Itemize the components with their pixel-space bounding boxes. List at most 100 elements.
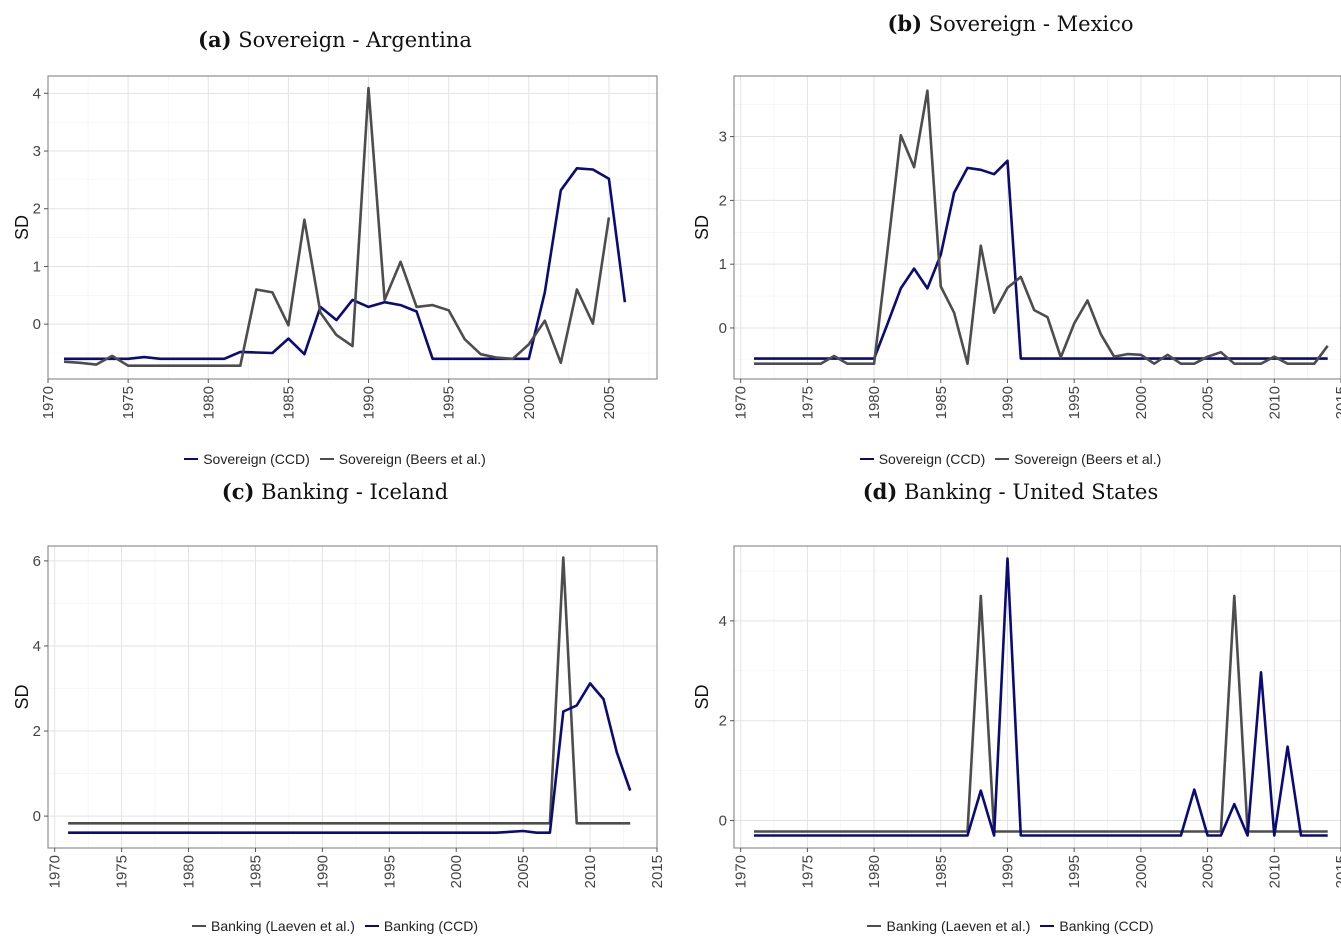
legend-item-ccd: Banking (CCD) (364, 918, 478, 934)
panel-title: (d) Banking - United States (680, 479, 1341, 504)
x-tick-label: 1975 (799, 386, 816, 419)
y-axis-title: SD (692, 684, 712, 709)
series-line-banking-ccd (68, 682, 632, 835)
x-tick-label: 2010 (1266, 855, 1283, 888)
legend-label: Banking (CCD) (383, 918, 478, 934)
legend-item-ccd: Sovereign (CCD) (184, 451, 310, 467)
x-tick-label: 1975 (799, 855, 816, 888)
line-chart-united-states: 0 2 4 1970 1975 1980 1985 1990 1995 2000 2005 2010 2… (692, 545, 1341, 888)
y-axis-title: SD (692, 215, 712, 240)
x-tick-label: 2000 (448, 855, 465, 888)
legend-swatch (1040, 925, 1055, 928)
y-tick-label: 2 (33, 723, 41, 740)
panel-title: (c) Banking - Iceland (0, 479, 670, 504)
x-tick-label: 1995 (1066, 386, 1083, 419)
x-tick-label: 1985 (933, 386, 950, 419)
legend-swatch (191, 925, 206, 928)
y-tick-label: 1 (719, 256, 727, 273)
panel-title: (a) Sovereign - Argentina (0, 27, 670, 52)
legend: Banking (Laeven et al.) Banking (CCD) (680, 918, 1341, 934)
x-tick-label: 2000 (1133, 855, 1150, 888)
legend-item-beers: Sovereign (Beers et al.) (319, 451, 486, 467)
y-tick-label: 0 (33, 808, 41, 825)
x-tick-label: 2015 (649, 855, 666, 888)
x-tick-label: 1990 (999, 855, 1016, 888)
x-tick-label: 1970 (40, 386, 57, 419)
x-tick-label: 2005 (1200, 855, 1217, 888)
y-tick-label: 4 (33, 638, 41, 655)
chart-panel-iceland: (c) Banking - Iceland 0 2 4 6 1970 1975 1980 19… (0, 468, 670, 936)
x-tick-label: 2015 (1333, 386, 1341, 419)
x-tick-label: 1985 (933, 855, 950, 888)
panel-label: (a) (198, 27, 232, 52)
y-tick-label: 4 (719, 613, 727, 630)
y-tick-label: 6 (33, 553, 41, 570)
y-tick-label: 3 (33, 143, 41, 160)
chart-panel-united-states: (d) Banking - United States 0 2 4 1970 1975 1… (680, 468, 1341, 936)
legend-item-ccd: Banking (CCD) (1040, 918, 1154, 934)
series-line-banking-laeven-et-al (754, 594, 1328, 833)
x-tick-label: 1985 (247, 855, 264, 888)
legend-swatch (364, 925, 379, 928)
line-chart-mexico: 0 1 2 3 1970 1975 1980 1985 1990 1995 2000 2005 2010… (692, 75, 1341, 419)
x-tick-label: 2005 (515, 855, 532, 888)
legend-label: Sovereign (Beers et al.) (338, 451, 486, 467)
grid (734, 546, 1341, 848)
series-line-sovereign-ccd (754, 159, 1328, 360)
x-tick-label: 2010 (1266, 386, 1283, 419)
chart-panel-mexico: (b) Sovereign - Mexico 0 1 2 3 1970 1975 1980 1… (680, 0, 1341, 468)
panel-title: (b) Sovereign - Mexico (680, 11, 1341, 36)
plot-border (733, 75, 1341, 380)
x-tick-label: 1990 (361, 386, 378, 419)
x-tick-label: 1985 (280, 386, 297, 419)
grid (734, 76, 1341, 379)
plot-border (47, 545, 658, 849)
legend-swatch (867, 925, 882, 928)
panel-label: (d) (862, 479, 898, 504)
legend-item-laeven: Banking (Laeven et al.) (867, 918, 1030, 934)
x-tick-label: 1980 (200, 386, 217, 419)
legend-label: Banking (Laeven et al.) (886, 918, 1031, 934)
y-tick-label: 0 (33, 316, 41, 333)
legend-swatch (859, 458, 874, 461)
panel-label: (c) (221, 479, 255, 504)
legend-label: Banking (CCD) (1059, 918, 1154, 934)
x-tick-label: 1980 (866, 855, 883, 888)
panel-title-text: Sovereign - Argentina (238, 28, 472, 52)
x-tick-label: 1990 (999, 386, 1016, 419)
y-tick-label: 3 (719, 129, 727, 146)
legend-label: Sovereign (Beers et al.) (1014, 451, 1162, 467)
y-tick-label: 2 (33, 201, 41, 218)
x-tick-label: 2010 (582, 855, 599, 888)
panel-label: (b) (887, 11, 923, 36)
x-tick-label: 1975 (120, 386, 137, 419)
series-line-sovereign-ccd (64, 167, 627, 361)
y-tick-label: 2 (719, 713, 727, 730)
x-tick-label: 2015 (1333, 855, 1341, 888)
legend-swatch (319, 458, 334, 461)
x-tick-label: 1970 (733, 386, 750, 419)
y-tick-label: 2 (719, 192, 727, 209)
y-tick-label: 1 (33, 258, 41, 275)
x-tick-label: 2000 (1133, 386, 1150, 419)
line-chart-iceland: 0 2 4 6 1970 1975 1980 1985 1990 1995 2000 2005 2010… (12, 545, 666, 888)
plot-border (47, 75, 658, 380)
legend-label: Sovereign (CCD) (878, 451, 986, 467)
legend-item-ccd: Sovereign (CCD) (859, 451, 986, 467)
x-tick-label: 1975 (114, 855, 131, 888)
line-chart-argentina: 0 1 2 3 4 1970 1975 1980 1985 1990 1995 2000 2005 SD (12, 75, 658, 419)
series-line-sovereign-beers-et-al (754, 89, 1329, 366)
legend-item-laeven: Banking (Laeven et al.) (191, 918, 355, 934)
series-line-banking-laeven-et-al (68, 556, 631, 825)
x-tick-label: 2005 (601, 386, 618, 419)
x-tick-label: 1990 (314, 855, 331, 888)
panel-title-text: Banking - United States (904, 480, 1159, 504)
legend: Banking (Laeven et al.) Banking (CCD) (0, 918, 670, 934)
x-tick-label: 2005 (1200, 386, 1217, 419)
x-tick-label: 1995 (441, 386, 458, 419)
x-tick-label: 1980 (866, 386, 883, 419)
legend-label: Banking (Laeven et al.) (210, 918, 355, 934)
x-tick-label: 1970 (47, 855, 64, 888)
y-tick-label: 0 (719, 813, 727, 830)
legend-item-beers: Sovereign (Beers et al.) (995, 451, 1161, 467)
